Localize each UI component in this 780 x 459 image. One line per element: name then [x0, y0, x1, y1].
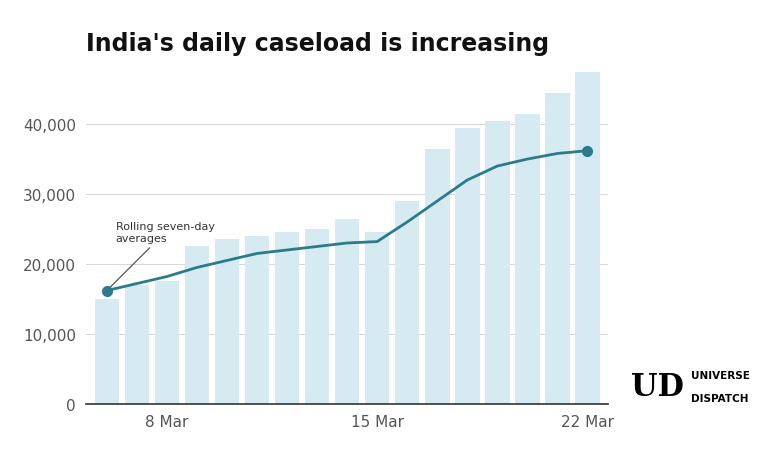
Text: Rolling seven-day
averages: Rolling seven-day averages: [108, 222, 215, 289]
Bar: [125, 285, 149, 404]
Text: UNIVERSE: UNIVERSE: [691, 370, 750, 380]
Bar: [94, 299, 119, 404]
Bar: [425, 149, 449, 404]
Bar: [455, 129, 480, 404]
Bar: [545, 94, 569, 404]
Bar: [154, 282, 179, 404]
Bar: [365, 233, 389, 404]
Bar: [185, 247, 209, 404]
Bar: [485, 121, 509, 404]
Bar: [245, 236, 269, 404]
Text: India's daily caseload is increasing: India's daily caseload is increasing: [86, 32, 549, 56]
Bar: [515, 114, 540, 404]
Bar: [215, 240, 239, 404]
Bar: [275, 233, 300, 404]
Bar: [305, 230, 329, 404]
Bar: [575, 73, 600, 404]
Bar: [335, 219, 360, 404]
Bar: [395, 202, 420, 404]
Text: DISPATCH: DISPATCH: [691, 393, 748, 403]
Text: UD: UD: [632, 371, 684, 402]
